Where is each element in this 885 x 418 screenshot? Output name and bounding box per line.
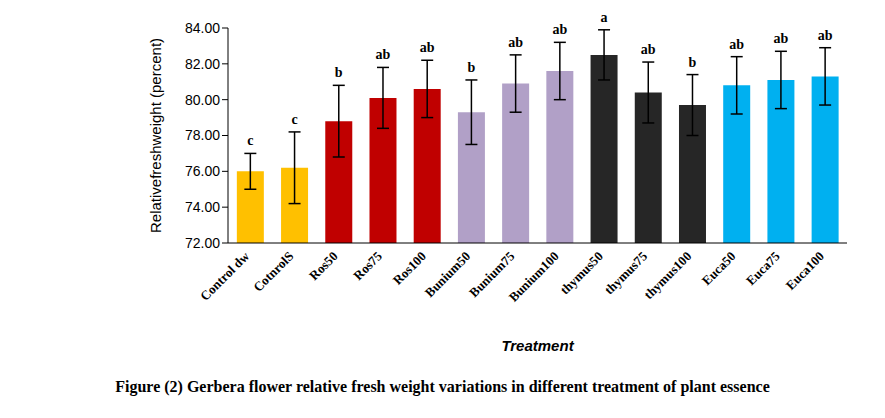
svg-text:CotnrolS: CotnrolS: [250, 249, 296, 295]
svg-text:ab: ab: [552, 22, 567, 37]
html-text:Figure (2) Gerbera flower rela: Figure (2) Gerbera flower relative fresh…: [115, 378, 770, 395]
svg-text:84.00: 84.00: [185, 20, 220, 36]
svg-text:ab: ab: [818, 28, 833, 43]
svg-text:72.00: 72.00: [185, 235, 220, 251]
svg-text:Relativefreshweight (percent): Relativefreshweight (percent): [147, 38, 164, 233]
svg-text:thymus75: thymus75: [601, 248, 651, 298]
svg-text:ab: ab: [420, 40, 435, 55]
svg-text:Euca100: Euca100: [783, 249, 827, 293]
svg-text:82.00: 82.00: [185, 56, 220, 72]
svg-text:Control dw: Control dw: [197, 248, 253, 304]
svg-text:ab: ab: [729, 37, 744, 52]
svg-text:thymus50: thymus50: [557, 249, 606, 298]
svg-text:b: b: [468, 60, 476, 75]
svg-text:b: b: [689, 55, 697, 70]
svg-text:Bunium100: Bunium100: [506, 249, 562, 305]
svg-text:Treatment: Treatment: [501, 337, 574, 354]
svg-text:78.00: 78.00: [185, 127, 220, 143]
svg-text:Euca75: Euca75: [743, 248, 783, 288]
svg-text:76.00: 76.00: [185, 163, 220, 179]
svg-text:thymus100: thymus100: [641, 249, 695, 303]
svg-text:ab: ab: [508, 35, 523, 50]
svg-text:Ros100: Ros100: [390, 249, 429, 288]
svg-text:c: c: [291, 112, 297, 127]
svg-text:Euca50: Euca50: [699, 249, 739, 289]
svg-text:Ros50: Ros50: [306, 249, 341, 284]
svg-text:b: b: [335, 65, 343, 80]
svg-text:c: c: [247, 133, 253, 148]
svg-text:ab: ab: [641, 42, 656, 57]
svg-text:80.00: 80.00: [185, 92, 220, 108]
svg-text:74.00: 74.00: [185, 199, 220, 215]
svg-text:Bunium75: Bunium75: [466, 248, 518, 300]
svg-text:ab: ab: [376, 47, 391, 62]
svg-text:Ros75: Ros75: [350, 248, 385, 283]
svg-text:Bunium50: Bunium50: [422, 249, 473, 300]
svg-text:ab: ab: [774, 31, 789, 46]
svg-text:a: a: [601, 10, 608, 25]
